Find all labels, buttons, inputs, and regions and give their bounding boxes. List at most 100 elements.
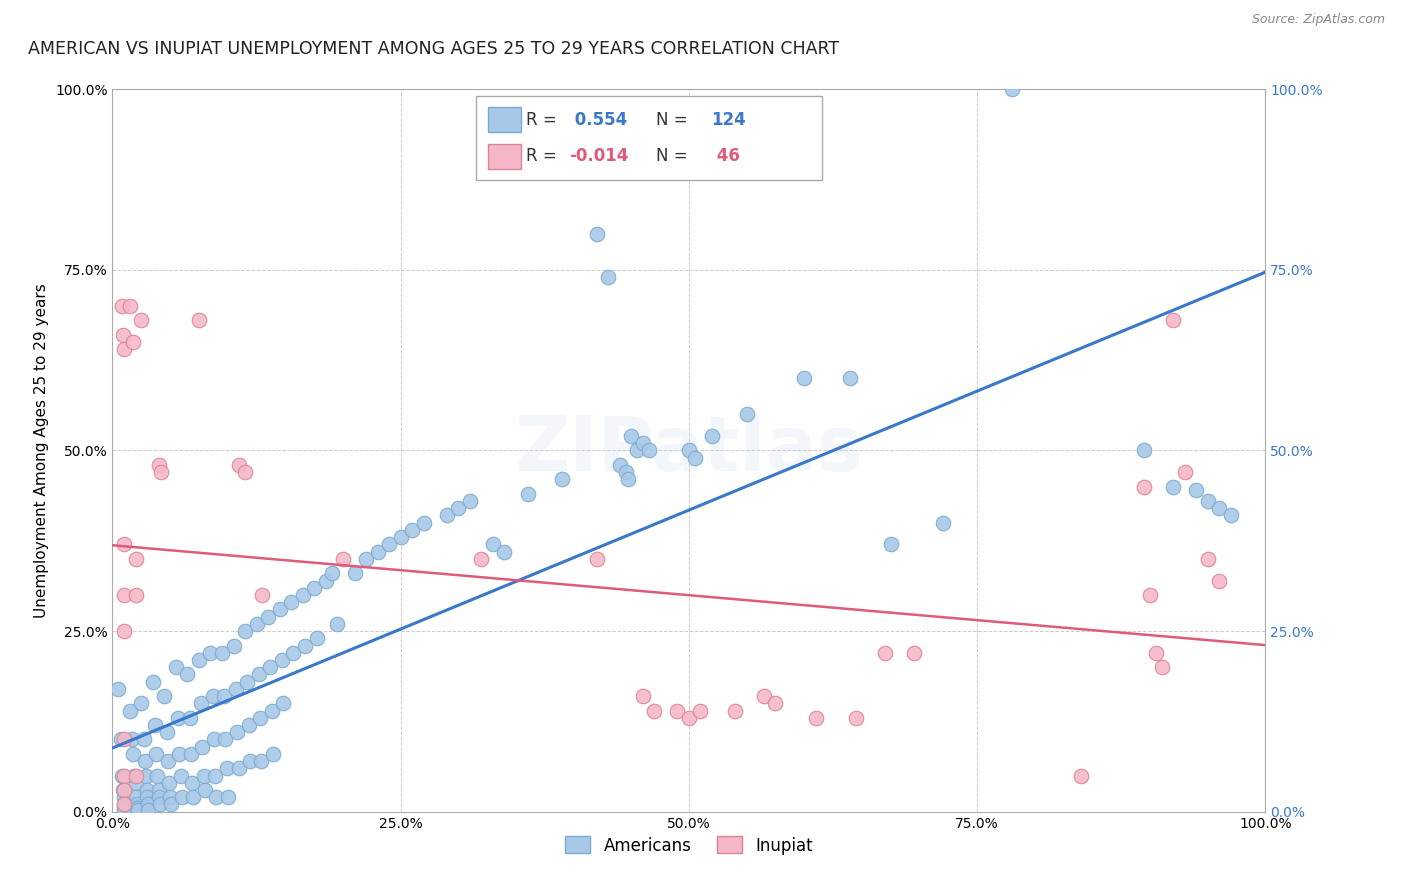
Point	[215, 761, 238, 775]
Point	[620, 429, 643, 443]
Point	[1197, 494, 1219, 508]
Point	[271, 653, 294, 667]
Point	[666, 704, 689, 718]
Point	[148, 783, 170, 797]
Point	[148, 790, 170, 805]
Point	[609, 458, 631, 472]
Point	[211, 646, 233, 660]
Point	[294, 639, 316, 653]
Point	[200, 646, 222, 660]
Point	[112, 769, 135, 783]
Point	[145, 747, 167, 761]
Text: ZIPatlas: ZIPatlas	[515, 414, 863, 487]
Point	[598, 270, 620, 285]
Point	[447, 501, 470, 516]
Point	[494, 544, 516, 558]
Point	[1150, 660, 1173, 674]
Point	[124, 551, 146, 566]
Point	[153, 689, 176, 703]
Point	[880, 537, 903, 551]
Point	[236, 674, 259, 689]
Point	[125, 801, 148, 815]
Point	[122, 747, 145, 761]
Point	[626, 443, 648, 458]
Point	[156, 754, 179, 768]
Point	[176, 667, 198, 681]
Point	[165, 660, 187, 674]
Point	[1208, 501, 1230, 516]
Point	[1219, 508, 1241, 523]
Point	[617, 472, 640, 486]
Point	[793, 371, 815, 385]
Point	[112, 797, 135, 812]
Text: AMERICAN VS INUPIAT UNEMPLOYMENT AMONG AGES 25 TO 29 YEARS CORRELATION CHART: AMERICAN VS INUPIAT UNEMPLOYMENT AMONG A…	[28, 40, 839, 58]
Point	[124, 769, 146, 783]
Point	[291, 588, 314, 602]
Point	[222, 639, 245, 653]
Point	[436, 508, 458, 523]
Point	[142, 674, 165, 689]
Point	[149, 797, 172, 812]
Point	[378, 537, 401, 551]
Point	[259, 660, 281, 674]
Point	[181, 790, 204, 805]
Bar	[475, 96, 821, 179]
Point	[112, 783, 135, 797]
Point	[1070, 769, 1092, 783]
Point	[193, 769, 215, 783]
Point	[129, 313, 153, 327]
Point	[262, 747, 284, 761]
Point	[201, 689, 224, 703]
Point	[643, 704, 665, 718]
Text: 46: 46	[711, 147, 740, 165]
Text: N =: N =	[655, 111, 692, 128]
Point	[112, 588, 135, 602]
Point	[332, 551, 354, 566]
Point	[585, 551, 607, 566]
Point	[283, 646, 305, 660]
Point	[678, 711, 700, 725]
Point	[111, 327, 134, 342]
Point	[107, 681, 129, 696]
Point	[354, 551, 377, 566]
Point	[225, 681, 247, 696]
Point	[134, 754, 156, 768]
Point	[252, 588, 274, 602]
Point	[111, 783, 134, 797]
Point	[170, 790, 193, 805]
Point	[839, 371, 862, 385]
Bar	[488, 144, 520, 169]
Point	[167, 711, 190, 725]
Point	[280, 595, 302, 609]
Legend: Americans, Inupiat: Americans, Inupiat	[558, 830, 820, 861]
Point	[246, 616, 269, 631]
Point	[752, 689, 775, 703]
Point	[148, 458, 170, 472]
Point	[169, 747, 191, 761]
Point	[304, 581, 326, 595]
Text: 124: 124	[711, 111, 745, 128]
Point	[121, 732, 143, 747]
Point	[269, 602, 291, 616]
Text: 0.554: 0.554	[569, 111, 627, 128]
Point	[516, 487, 538, 501]
Bar	[488, 107, 520, 132]
Point	[132, 732, 155, 747]
Point	[1144, 646, 1167, 660]
Point	[1174, 465, 1197, 479]
Point	[124, 769, 146, 783]
Point	[1208, 574, 1230, 588]
Point	[551, 472, 574, 486]
Point	[214, 689, 236, 703]
Point	[735, 407, 758, 421]
Point	[205, 790, 228, 805]
Point	[149, 465, 172, 479]
Point	[110, 732, 132, 747]
Point	[271, 696, 294, 710]
Point	[112, 624, 135, 639]
Point	[124, 776, 146, 790]
Point	[169, 769, 191, 783]
Point	[112, 343, 135, 357]
Point	[367, 544, 389, 558]
Point	[305, 632, 328, 646]
